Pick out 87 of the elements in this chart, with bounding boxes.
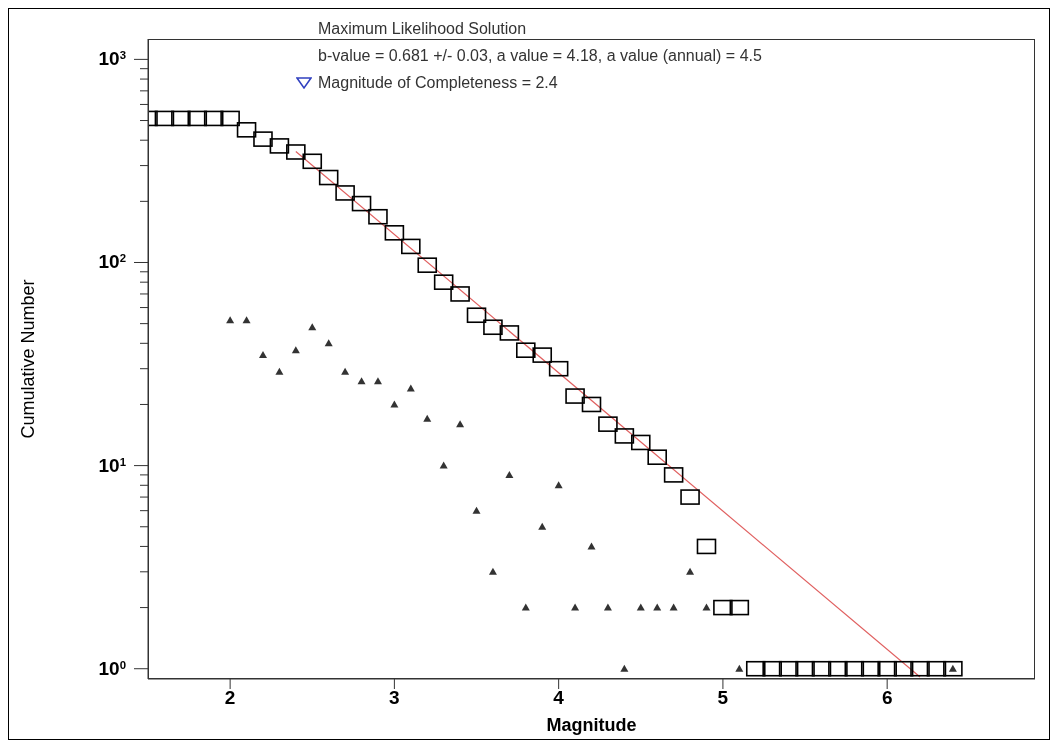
point <box>603 603 612 611</box>
point <box>828 660 848 677</box>
point <box>571 603 580 611</box>
point <box>926 660 947 677</box>
point <box>472 506 481 514</box>
point <box>226 316 235 324</box>
point <box>203 110 224 127</box>
x-tick-label: 6 <box>881 687 893 709</box>
point <box>893 660 914 677</box>
y-tick-label: 10$^{1}$ <box>98 454 127 476</box>
point <box>269 138 290 154</box>
point <box>423 414 432 422</box>
point <box>778 660 799 677</box>
x-tick-label: 4 <box>553 687 565 709</box>
point <box>351 195 372 212</box>
point <box>253 131 273 147</box>
point <box>548 360 569 377</box>
point <box>910 660 930 677</box>
point <box>275 367 284 375</box>
point <box>368 208 388 225</box>
point <box>647 449 667 465</box>
y-tick-label: 10$^{2}$ <box>98 251 126 273</box>
point <box>171 110 191 127</box>
point <box>702 603 711 611</box>
point <box>318 169 339 186</box>
point <box>258 351 267 359</box>
point <box>220 110 240 127</box>
point <box>653 603 662 611</box>
point <box>636 603 645 611</box>
point <box>384 225 405 241</box>
point <box>417 257 438 273</box>
y-tick-label: 10$^{0}$ <box>98 657 126 679</box>
x-tick-label: 2 <box>224 687 236 709</box>
point <box>745 660 766 677</box>
point <box>521 603 530 611</box>
point <box>762 660 782 677</box>
annotation: b-value = 0.681 +/- 0.03, a value = 4.18, a value (annual) = 4.5 <box>318 46 762 66</box>
point <box>291 346 300 354</box>
point <box>844 660 865 677</box>
point <box>696 538 717 555</box>
point <box>686 567 695 575</box>
point <box>483 319 503 336</box>
point <box>505 470 514 478</box>
annotation: Magnitude of Completeness = 2.4 <box>318 73 558 93</box>
point <box>795 660 815 677</box>
y-axis-title: Cumulative Number <box>18 279 39 439</box>
point <box>488 567 497 575</box>
point <box>713 599 733 616</box>
point <box>242 316 251 324</box>
point <box>302 153 323 170</box>
point <box>860 660 881 677</box>
point <box>663 467 684 483</box>
point <box>630 434 651 451</box>
x-tick-label: 3 <box>389 687 400 709</box>
point <box>335 185 355 201</box>
text: Maximum Likelihood Solution <box>318 19 527 39</box>
x-tick-label: 5 <box>717 687 729 709</box>
point <box>499 325 520 341</box>
point <box>581 396 602 413</box>
point <box>811 660 832 677</box>
point <box>620 664 629 672</box>
point <box>450 286 470 302</box>
y-tick-label: 10$^{3}$ <box>98 48 126 70</box>
point <box>236 122 257 138</box>
point <box>466 307 487 324</box>
point <box>538 522 547 530</box>
point <box>532 347 553 363</box>
point <box>154 110 175 127</box>
point <box>729 599 750 616</box>
point <box>735 664 744 672</box>
point <box>877 660 897 677</box>
point <box>516 342 536 358</box>
point <box>433 274 454 290</box>
point <box>669 603 678 611</box>
x-axis-title: Magnitude <box>546 715 637 735</box>
point <box>456 420 465 428</box>
point <box>341 367 350 375</box>
point <box>680 489 700 505</box>
point <box>286 144 306 160</box>
point <box>187 110 208 127</box>
point <box>614 428 635 444</box>
point <box>308 323 317 331</box>
point <box>598 416 618 432</box>
point <box>401 238 421 255</box>
point <box>943 660 963 677</box>
point <box>439 461 448 469</box>
point <box>565 388 585 404</box>
